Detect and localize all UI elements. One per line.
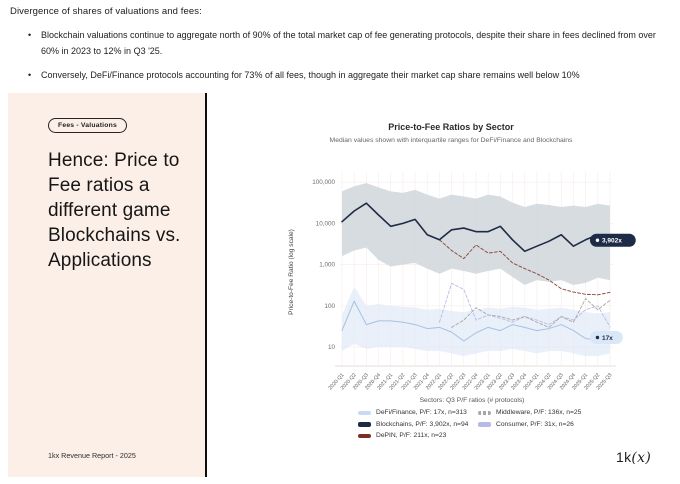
annotation-dot-icon: [595, 335, 600, 340]
annotation-pill: [589, 233, 636, 247]
vertical-divider: [205, 93, 207, 477]
section-badge: Fees - Valuations: [48, 118, 127, 133]
legend-item: DeFi/Finance, P/F: 17x, n=313: [358, 407, 470, 419]
y-tick-label: 1,000: [319, 262, 335, 269]
bullet-icon: •: [28, 69, 32, 80]
legend-swatch-icon: [358, 433, 371, 438]
left-panel: Fees - Valuations Hence: Price to Fee ra…: [8, 93, 205, 477]
legend-item: DePIN, P/F: 211x, n=23: [358, 430, 470, 442]
price-to-fee-chart: 100,000 10,000 1,000 100 10 Price-to-Fee Rati…: [288, 172, 636, 391]
bullet-text: Blockchain valuations continue to aggreg…: [41, 30, 656, 56]
legend-swatch-icon: [358, 410, 371, 415]
annotation-pill: [589, 331, 623, 345]
bullet-list: • Blockchain valuations continue to aggr…: [10, 28, 672, 83]
annotation-label: 3,902x: [602, 238, 622, 245]
iqr-band-blockchains: [342, 183, 610, 285]
header-section: Divergence of shares of valuations and f…: [10, 6, 672, 91]
series-line-defi-finance: [341, 300, 611, 342]
brand-logo: 1k(x): [616, 449, 651, 466]
bullet-item: • Blockchain valuations continue to aggr…: [28, 28, 676, 60]
panel-heading: Hence: Price to Fee ratios a different g…: [48, 150, 181, 272]
y-tick-label: 100: [324, 303, 335, 310]
legend-swatch-icon: [478, 422, 491, 427]
chart-region: Price-to-Fee Ratios by Sector Median val…: [285, 122, 636, 391]
page-title: Divergence of shares of valuations and f…: [10, 6, 202, 17]
legend-item: Middleware, P/F: 136x, n=25: [478, 407, 581, 419]
legend-label: DeFi/Finance, P/F: 17x, n=313: [376, 409, 467, 417]
y-tick-label: 100,000: [312, 179, 335, 186]
series-line-consumer: [438, 282, 611, 328]
chart-subtitle: Median values shown with interquartile r…: [329, 137, 573, 144]
annotation-label: 17x: [602, 335, 613, 342]
legend-label: Middleware, P/F: 136x, n=25: [496, 409, 582, 417]
legend-swatch-icon: [478, 410, 491, 415]
legend-column: DeFi/Finance, P/F: 17x, n=313 Blockchains…: [358, 407, 470, 442]
bullet-item: • Conversely, DeFi/Finance protocols acc…: [28, 68, 676, 84]
chart-title: Price-to-Fee Ratios by Sector: [388, 122, 514, 132]
legend-label: Blockchains, P/F: 3,902x, n=94: [376, 420, 469, 428]
y-tick-label: 10,000: [316, 220, 336, 227]
legend-title: Sectors: Q3 P/F ratios (# protocols): [419, 397, 525, 404]
legend-items: DeFi/Finance, P/F: 17x, n=313 Blockchains…: [332, 407, 632, 442]
y-axis-title: Price-to-Fee Ratio (log scale): [288, 229, 295, 315]
bullet-text: Conversely, DeFi/Finance protocols accou…: [41, 69, 580, 80]
iqr-band-defi-finance: [342, 286, 610, 357]
y-tick-label: 10: [328, 344, 336, 351]
series-line-middleware: [451, 298, 611, 328]
legend-item: Blockchains, P/F: 3,902x, n=94: [358, 419, 470, 431]
legend-item: Consumer, P/F: 31x, n=26: [478, 419, 581, 431]
series-line-depin: [438, 239, 611, 296]
logo-text: 1k: [616, 449, 632, 465]
annotation-dot-icon: [595, 238, 600, 242]
report-footer: 1kx Revenue Report - 2025: [48, 451, 136, 460]
logo-x-glyph: (x): [631, 450, 652, 466]
legend-column: Middleware, P/F: 136x, n=25 Consumer, P/F…: [478, 407, 581, 442]
bullet-icon: •: [28, 30, 32, 40]
legend-label: Consumer, P/F: 31x, n=26: [496, 420, 574, 428]
legend-label: DePIN, P/F: 211x, n=23: [376, 432, 447, 440]
chart-legend: Sectors: Q3 P/F ratios (# protocols) DeF…: [332, 397, 632, 442]
legend-swatch-icon: [358, 422, 371, 427]
series-line-blockchains: [341, 202, 611, 253]
